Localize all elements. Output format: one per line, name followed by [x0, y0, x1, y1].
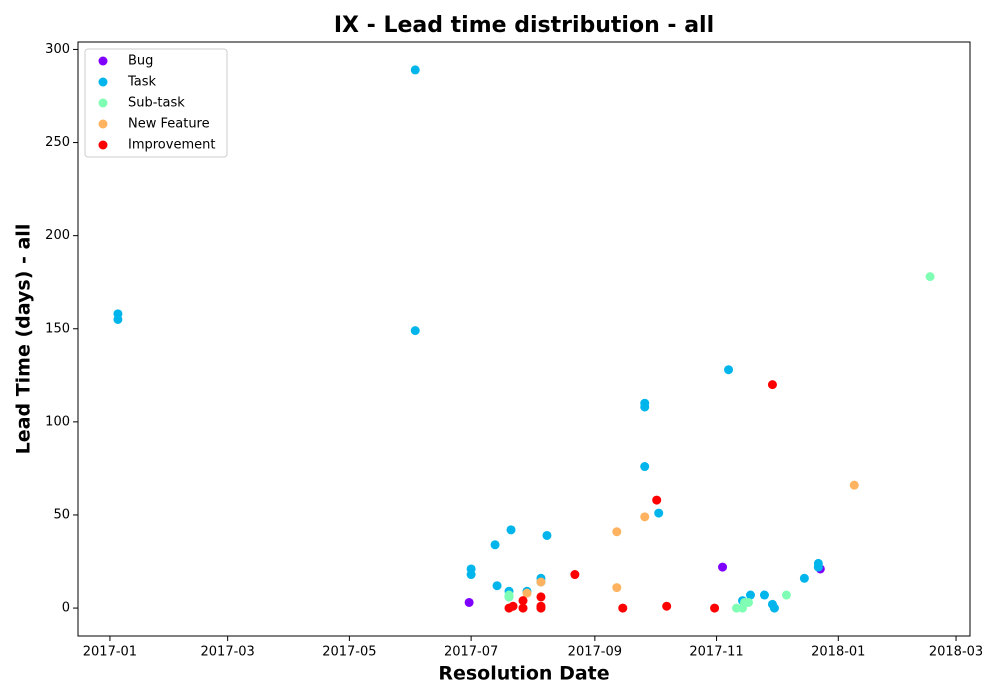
point — [654, 508, 664, 518]
point — [410, 65, 420, 75]
point — [640, 512, 650, 522]
legend-box — [84, 48, 228, 158]
x-tick-label: 2017-07 — [444, 645, 498, 660]
point — [781, 590, 791, 600]
x-axis-label: Resolution Date — [438, 663, 609, 685]
legend-marker — [98, 77, 108, 87]
point — [410, 326, 420, 336]
point — [710, 603, 720, 613]
point — [542, 530, 552, 540]
legend-marker — [98, 98, 108, 108]
point — [612, 583, 622, 593]
point — [759, 590, 769, 600]
plot-frame — [77, 41, 971, 637]
point — [662, 601, 672, 611]
y-tick-label: 200 — [45, 228, 70, 243]
point — [640, 402, 650, 412]
point — [522, 588, 532, 598]
point — [640, 462, 650, 472]
point — [518, 596, 528, 606]
x-tick-label: 2018-01 — [811, 645, 865, 660]
point — [813, 562, 823, 572]
x-tick-label: 2017-05 — [322, 645, 376, 660]
point — [612, 527, 622, 537]
x-tick-label: 2018-03 — [929, 645, 983, 660]
point — [536, 603, 546, 613]
y-tick-label: 250 — [45, 135, 70, 150]
y-tick-label: 300 — [45, 42, 70, 57]
point — [925, 272, 935, 282]
point — [536, 577, 546, 587]
y-tick-label: 0 — [62, 601, 70, 616]
point — [570, 570, 580, 580]
point — [849, 480, 859, 490]
point — [504, 592, 514, 602]
point — [464, 597, 474, 607]
legend-label: New Feature — [128, 117, 210, 132]
point — [743, 597, 753, 607]
legend-marker — [98, 140, 108, 150]
point — [799, 573, 809, 583]
point — [506, 525, 516, 535]
point — [652, 495, 662, 505]
y-tick-label: 100 — [45, 414, 70, 429]
legend-label: Improvement — [128, 138, 215, 153]
y-axis-label: Lead Time (days) - all — [13, 224, 35, 455]
point — [518, 603, 528, 613]
point — [767, 380, 777, 390]
legend-label: Task — [127, 75, 157, 90]
chart-title: IX - Lead time distribution - all — [334, 13, 714, 38]
point — [718, 562, 728, 572]
x-tick-label: 2017-01 — [83, 645, 137, 660]
x-tick-label: 2017-11 — [689, 645, 743, 660]
point — [745, 590, 755, 600]
point — [490, 540, 500, 550]
point — [724, 365, 734, 375]
point — [492, 581, 502, 591]
legend-label: Sub-task — [128, 96, 185, 111]
point — [536, 592, 546, 602]
point — [113, 314, 123, 324]
x-tick-label: 2017-09 — [568, 645, 622, 660]
legend-marker — [98, 119, 108, 129]
point — [508, 601, 518, 611]
x-tick-label: 2017-03 — [201, 645, 255, 660]
point — [618, 603, 628, 613]
legend-marker — [98, 56, 108, 66]
point — [769, 603, 779, 613]
y-tick-label: 150 — [45, 321, 70, 336]
legend-label: Bug — [128, 54, 153, 69]
point — [466, 570, 476, 580]
y-tick-label: 50 — [53, 507, 70, 522]
